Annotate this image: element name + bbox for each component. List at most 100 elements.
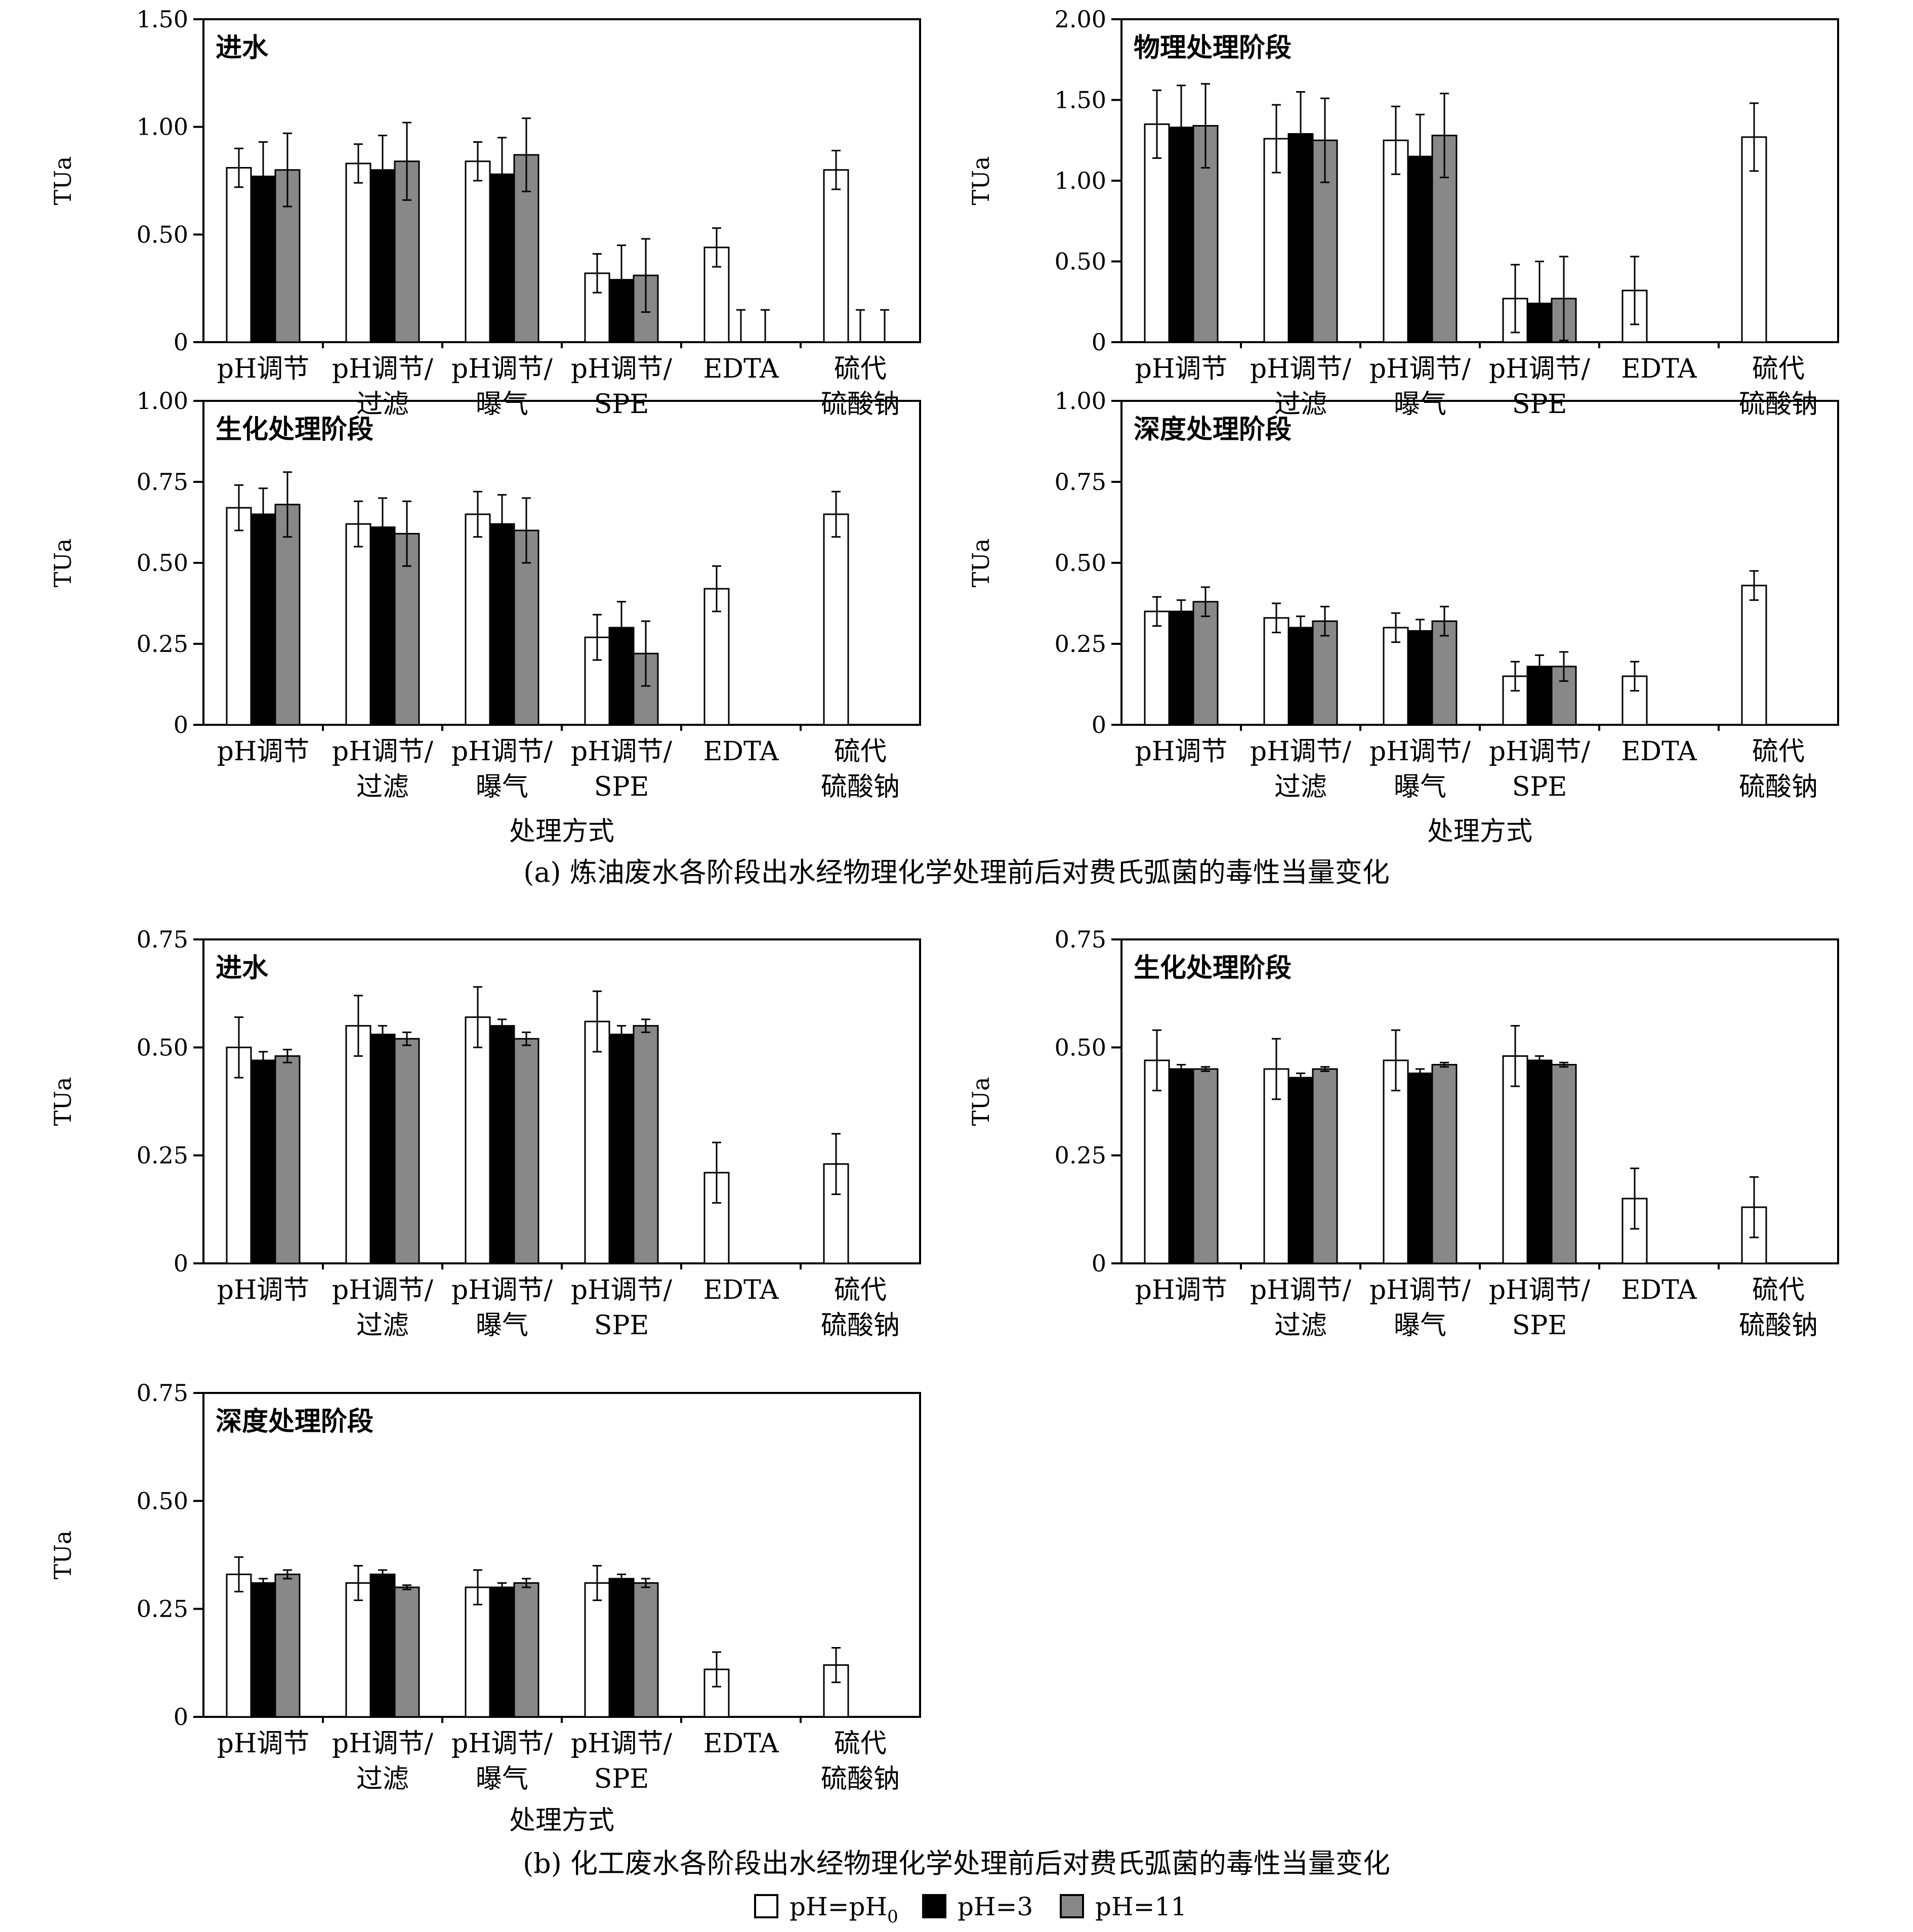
category-label: pH调节/ (332, 1275, 434, 1305)
category-label: 曝气 (476, 389, 528, 420)
category-label: EDTA (703, 1275, 779, 1305)
category-label: pH调节/ (571, 1275, 673, 1305)
panel-title: 生化处理阶段 (1134, 953, 1292, 983)
category-label: SPE (1512, 1310, 1567, 1341)
bar-pH0 (1741, 136, 1767, 343)
bar-pH0 (465, 1586, 491, 1718)
bar-pH0 (345, 1025, 371, 1264)
category-label: pH调节 (217, 736, 310, 767)
y-tick-label: 0 (174, 711, 188, 738)
bar-pH3 (1287, 627, 1314, 726)
y-tick-label: 0 (174, 1250, 188, 1277)
panel-a-biochemical: 生化处理阶段 0 0.25 0.50 0.75 1.00 TUa pH调节 pH调节/过滤 pH… (49, 387, 921, 802)
category-label: EDTA (703, 354, 779, 384)
category-label: pH调节/ (1489, 1275, 1591, 1305)
category-label: 硫酸钠 (1739, 1310, 1818, 1341)
y-tick-label: 0.25 (137, 630, 188, 657)
category-label: 曝气 (476, 1764, 528, 1794)
bar-pH0 (584, 1582, 610, 1718)
bar-pH0 (226, 507, 252, 726)
y-tick-label: 0.50 (137, 1487, 188, 1514)
category-label: EDTA (1621, 1275, 1697, 1305)
plot-frame (202, 18, 921, 343)
bar-pH0 (823, 169, 849, 343)
legend: pH=pH0 pH=3 pH=11 (754, 1892, 1187, 1927)
y-tick-label: 0 (174, 328, 188, 356)
caption-a: (a) 炼油废水各阶段出水经物理化学处理前后对费氏弧菌的毒性当量变化 (523, 856, 1390, 888)
panel-a-influent: 进水 0 0.50 1.00 1.50 TUa pH调节 pH调节/过滤 pH调节/曝气 pH调… (49, 6, 921, 420)
bar-pH11 (1192, 601, 1219, 726)
bar-pH11 (1312, 620, 1338, 726)
category-label: pH调节/ (1369, 736, 1471, 767)
category-label: pH调节 (217, 1729, 310, 1759)
y-tick-label: 0.25 (137, 1142, 188, 1169)
y-tick-label: 0.75 (137, 926, 188, 953)
category-label: pH调节/ (332, 736, 434, 767)
y-tick-label: 1.00 (137, 387, 188, 415)
category-label: pH调节 (1135, 354, 1228, 384)
x-axis-label: 处理方式 (1427, 816, 1532, 847)
legend-swatch-ph11 (1060, 1894, 1084, 1918)
category-label: 过滤 (1274, 389, 1327, 420)
x-axis-label: 处理方式 (509, 816, 614, 847)
category-label: 硫酸钠 (821, 1310, 900, 1341)
panel-a-advanced: 深度处理阶段 0 0.25 0.50 0.75 1.00 TUa pH调节 pH调节/过滤 pH… (967, 387, 1839, 802)
y-tick-label: 1.50 (137, 6, 188, 33)
legend-label-ph0: pH=pH0 (789, 1892, 898, 1927)
y-axis-label: TUa (49, 539, 76, 588)
category-label: EDTA (1621, 736, 1697, 767)
category-label: 硫酸钠 (821, 772, 900, 802)
bar-pH0 (226, 1573, 252, 1718)
category-label: pH调节/ (332, 354, 434, 384)
y-tick-label: 0.50 (1055, 248, 1106, 275)
bar-pH3 (608, 1578, 635, 1718)
category-label: EDTA (703, 1729, 779, 1759)
category-label: pH调节/ (571, 354, 673, 384)
category-label: pH调节/ (332, 1729, 434, 1759)
panel-title: 进水 (216, 953, 269, 983)
category-label: 硫代 (1752, 1275, 1805, 1305)
bar-pH11 (1192, 1068, 1219, 1264)
bar-pH0 (345, 1582, 371, 1718)
bar-pH0 (584, 1020, 610, 1264)
legend-label-ph3: pH=3 (958, 1892, 1033, 1921)
y-axis-label: TUa (967, 539, 994, 588)
bar-pH3 (369, 1573, 396, 1718)
bar-pH3 (369, 1034, 396, 1264)
legend-swatch-ph0 (754, 1894, 778, 1918)
panel-title: 深度处理阶段 (1134, 414, 1292, 445)
bar-pH11 (274, 504, 301, 726)
category-label: SPE (594, 1764, 649, 1794)
category-label: 曝气 (1394, 389, 1446, 420)
y-axis-label: TUa (967, 1077, 994, 1126)
y-tick-label: 0.75 (1055, 926, 1106, 953)
category-label: pH调节 (1135, 1275, 1228, 1305)
bar-pH11 (513, 1038, 539, 1264)
bar-pH3 (1526, 1059, 1553, 1264)
category-label: 曝气 (1394, 772, 1446, 802)
bar-pH3 (1407, 1073, 1433, 1264)
y-axis-label: TUa (49, 1531, 76, 1580)
bar-pH0 (345, 523, 371, 726)
category-label: 硫代 (834, 1275, 887, 1305)
panel-a-physical: 物理处理阶段 0 0.50 1.00 1.50 2.00 TUa pH调节 pH调节/过滤 pH… (967, 6, 1839, 420)
category-label: 硫代 (834, 736, 887, 767)
category-label: 过滤 (356, 1310, 409, 1341)
bar-pH11 (1312, 1068, 1338, 1264)
panel-title: 生化处理阶段 (216, 414, 373, 445)
bar-pH11 (1431, 620, 1458, 726)
y-tick-label: 0.75 (137, 468, 188, 496)
bar-pH0 (1741, 585, 1767, 726)
category-label: pH调节 (217, 354, 310, 384)
category-label: 硫代 (834, 1729, 887, 1759)
category-label: 硫酸钠 (1739, 772, 1818, 802)
category-label: pH调节/ (1250, 354, 1352, 384)
category-label: pH调节/ (571, 736, 673, 767)
bar-pH11 (1551, 1063, 1577, 1264)
bar-pH3 (1407, 630, 1433, 726)
bar-pH11 (1551, 666, 1577, 726)
bar-pH11 (1431, 1063, 1458, 1264)
y-tick-label: 0 (1092, 1250, 1106, 1277)
category-label: 硫代 (1752, 354, 1805, 384)
